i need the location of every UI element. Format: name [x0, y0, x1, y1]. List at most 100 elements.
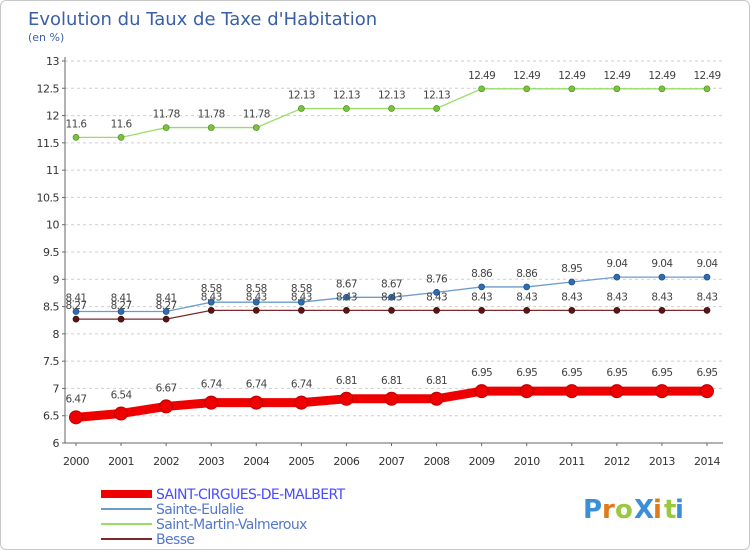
data-label: 8.43 — [201, 291, 222, 303]
data-label: 6.74 — [201, 379, 223, 391]
y-tick-label: 10 — [46, 219, 59, 232]
data-point — [568, 307, 576, 314]
legend-entry-0: SAINT-CIRGUES-DE-MALBERT — [101, 487, 346, 503]
data-label: 8.41 — [111, 292, 132, 304]
data-label: 12.49 — [468, 70, 495, 82]
y-tick-label: 12 — [46, 110, 59, 123]
x-tick-label: 2005 — [288, 455, 314, 468]
data-point — [72, 308, 80, 315]
y-tick-label: 6.5 — [43, 410, 59, 423]
data-point — [658, 307, 666, 314]
data-point — [69, 410, 83, 425]
data-point — [294, 395, 309, 410]
data-point — [478, 85, 485, 93]
data-point — [207, 298, 215, 306]
data-label: 8.86 — [516, 268, 538, 280]
x-tick-labels: 2000 2001 2002 2003 2004 2005 2006 2007 2008 2009… — [63, 455, 721, 468]
x-tick-label: 2006 — [333, 455, 359, 468]
x-tick-label: 2000 — [63, 455, 89, 468]
data-label: 9.04 — [606, 258, 628, 270]
data-label: 8.41 — [66, 292, 87, 304]
x-tick-label: 2003 — [198, 455, 224, 468]
data-label: 9.04 — [697, 258, 719, 270]
data-label: 12.49 — [603, 70, 630, 82]
data-label: 8.58 — [291, 283, 312, 295]
data-label: 12.13 — [378, 89, 405, 101]
logo-letter: i — [675, 495, 685, 525]
axes — [62, 57, 723, 446]
y-tick-label: 7.5 — [43, 355, 59, 368]
data-point — [478, 283, 485, 291]
data-point — [700, 384, 714, 399]
data-label: 11.78 — [153, 109, 180, 121]
data-point — [298, 298, 305, 306]
legend: SAINT-CIRGUES-DE-MALBERTSainte-EulalieSa… — [101, 487, 346, 548]
y-tick-label: 8.5 — [43, 301, 59, 314]
data-label: 6.81 — [336, 375, 357, 387]
data-point — [162, 308, 170, 315]
data-point — [654, 384, 669, 399]
series-0 — [69, 384, 714, 425]
data-point — [658, 273, 666, 281]
data-point — [343, 105, 350, 112]
data-label: 6.95 — [471, 367, 492, 379]
data-label: 9.04 — [651, 258, 673, 270]
legend-label: Saint-Martin-Valmeroux — [156, 517, 307, 533]
data-point — [117, 308, 125, 315]
data-label: 6.95 — [561, 367, 582, 379]
data-point — [117, 134, 125, 141]
data-label: 6.95 — [651, 367, 672, 379]
data-label: 12.49 — [648, 70, 675, 82]
x-tick-label: 2007 — [379, 455, 405, 468]
x-tick-label: 2011 — [559, 455, 585, 468]
data-point — [703, 307, 711, 314]
logo-letter: X — [634, 495, 655, 525]
data-point — [162, 124, 170, 131]
y-tick-label: 9.5 — [43, 246, 59, 259]
data-point — [159, 399, 174, 414]
data-point — [388, 307, 395, 314]
data-point — [613, 273, 621, 281]
data-label: 11.6 — [66, 118, 88, 130]
data-label: 8.27 — [111, 300, 132, 312]
data-point — [613, 85, 621, 93]
legend-entry-2: Saint-Martin-Valmeroux — [101, 517, 308, 533]
y-tick-label: 10.5 — [37, 191, 60, 204]
data-point — [388, 105, 395, 112]
data-label: 6.54 — [111, 390, 133, 402]
data-point — [609, 384, 624, 399]
data-point — [207, 307, 215, 314]
y-tick-label: 11 — [46, 164, 59, 177]
series-3 — [72, 307, 711, 323]
data-point — [384, 391, 399, 406]
series-2 — [72, 85, 711, 141]
data-point — [433, 289, 440, 296]
data-point — [703, 273, 711, 281]
data-point — [433, 105, 440, 112]
data-label: 6.95 — [697, 367, 718, 379]
data-label: 11.78 — [243, 109, 270, 121]
logo-letter: i — [653, 495, 663, 525]
data-point — [474, 384, 489, 399]
data-label: 8.67 — [381, 278, 402, 290]
data-label: 8.43 — [516, 291, 537, 303]
proxiti-logo: Pr o Xi ti — [583, 495, 685, 525]
data-label: 8.43 — [336, 291, 357, 303]
data-label: 8.41 — [156, 292, 177, 304]
data-label: 12.49 — [513, 70, 540, 82]
data-label: 8.58 — [246, 283, 267, 295]
data-point — [613, 307, 621, 314]
data-point — [72, 134, 80, 141]
legend-entry-1: Sainte-Eulalie — [101, 502, 244, 518]
data-label: 12.49 — [693, 70, 720, 82]
legend-entry-3: Besse — [101, 532, 195, 548]
data-point — [343, 307, 350, 314]
data-label: 6.95 — [516, 367, 537, 379]
data-label: 12.49 — [558, 70, 585, 82]
data-label-layer: 6.47 6.54 6.67 6.74 6.74 6.74 6.81 6.81 6.81 6.95… — [66, 70, 722, 406]
data-point — [564, 384, 579, 399]
logo-letter: t — [664, 495, 677, 525]
data-point — [388, 293, 395, 301]
